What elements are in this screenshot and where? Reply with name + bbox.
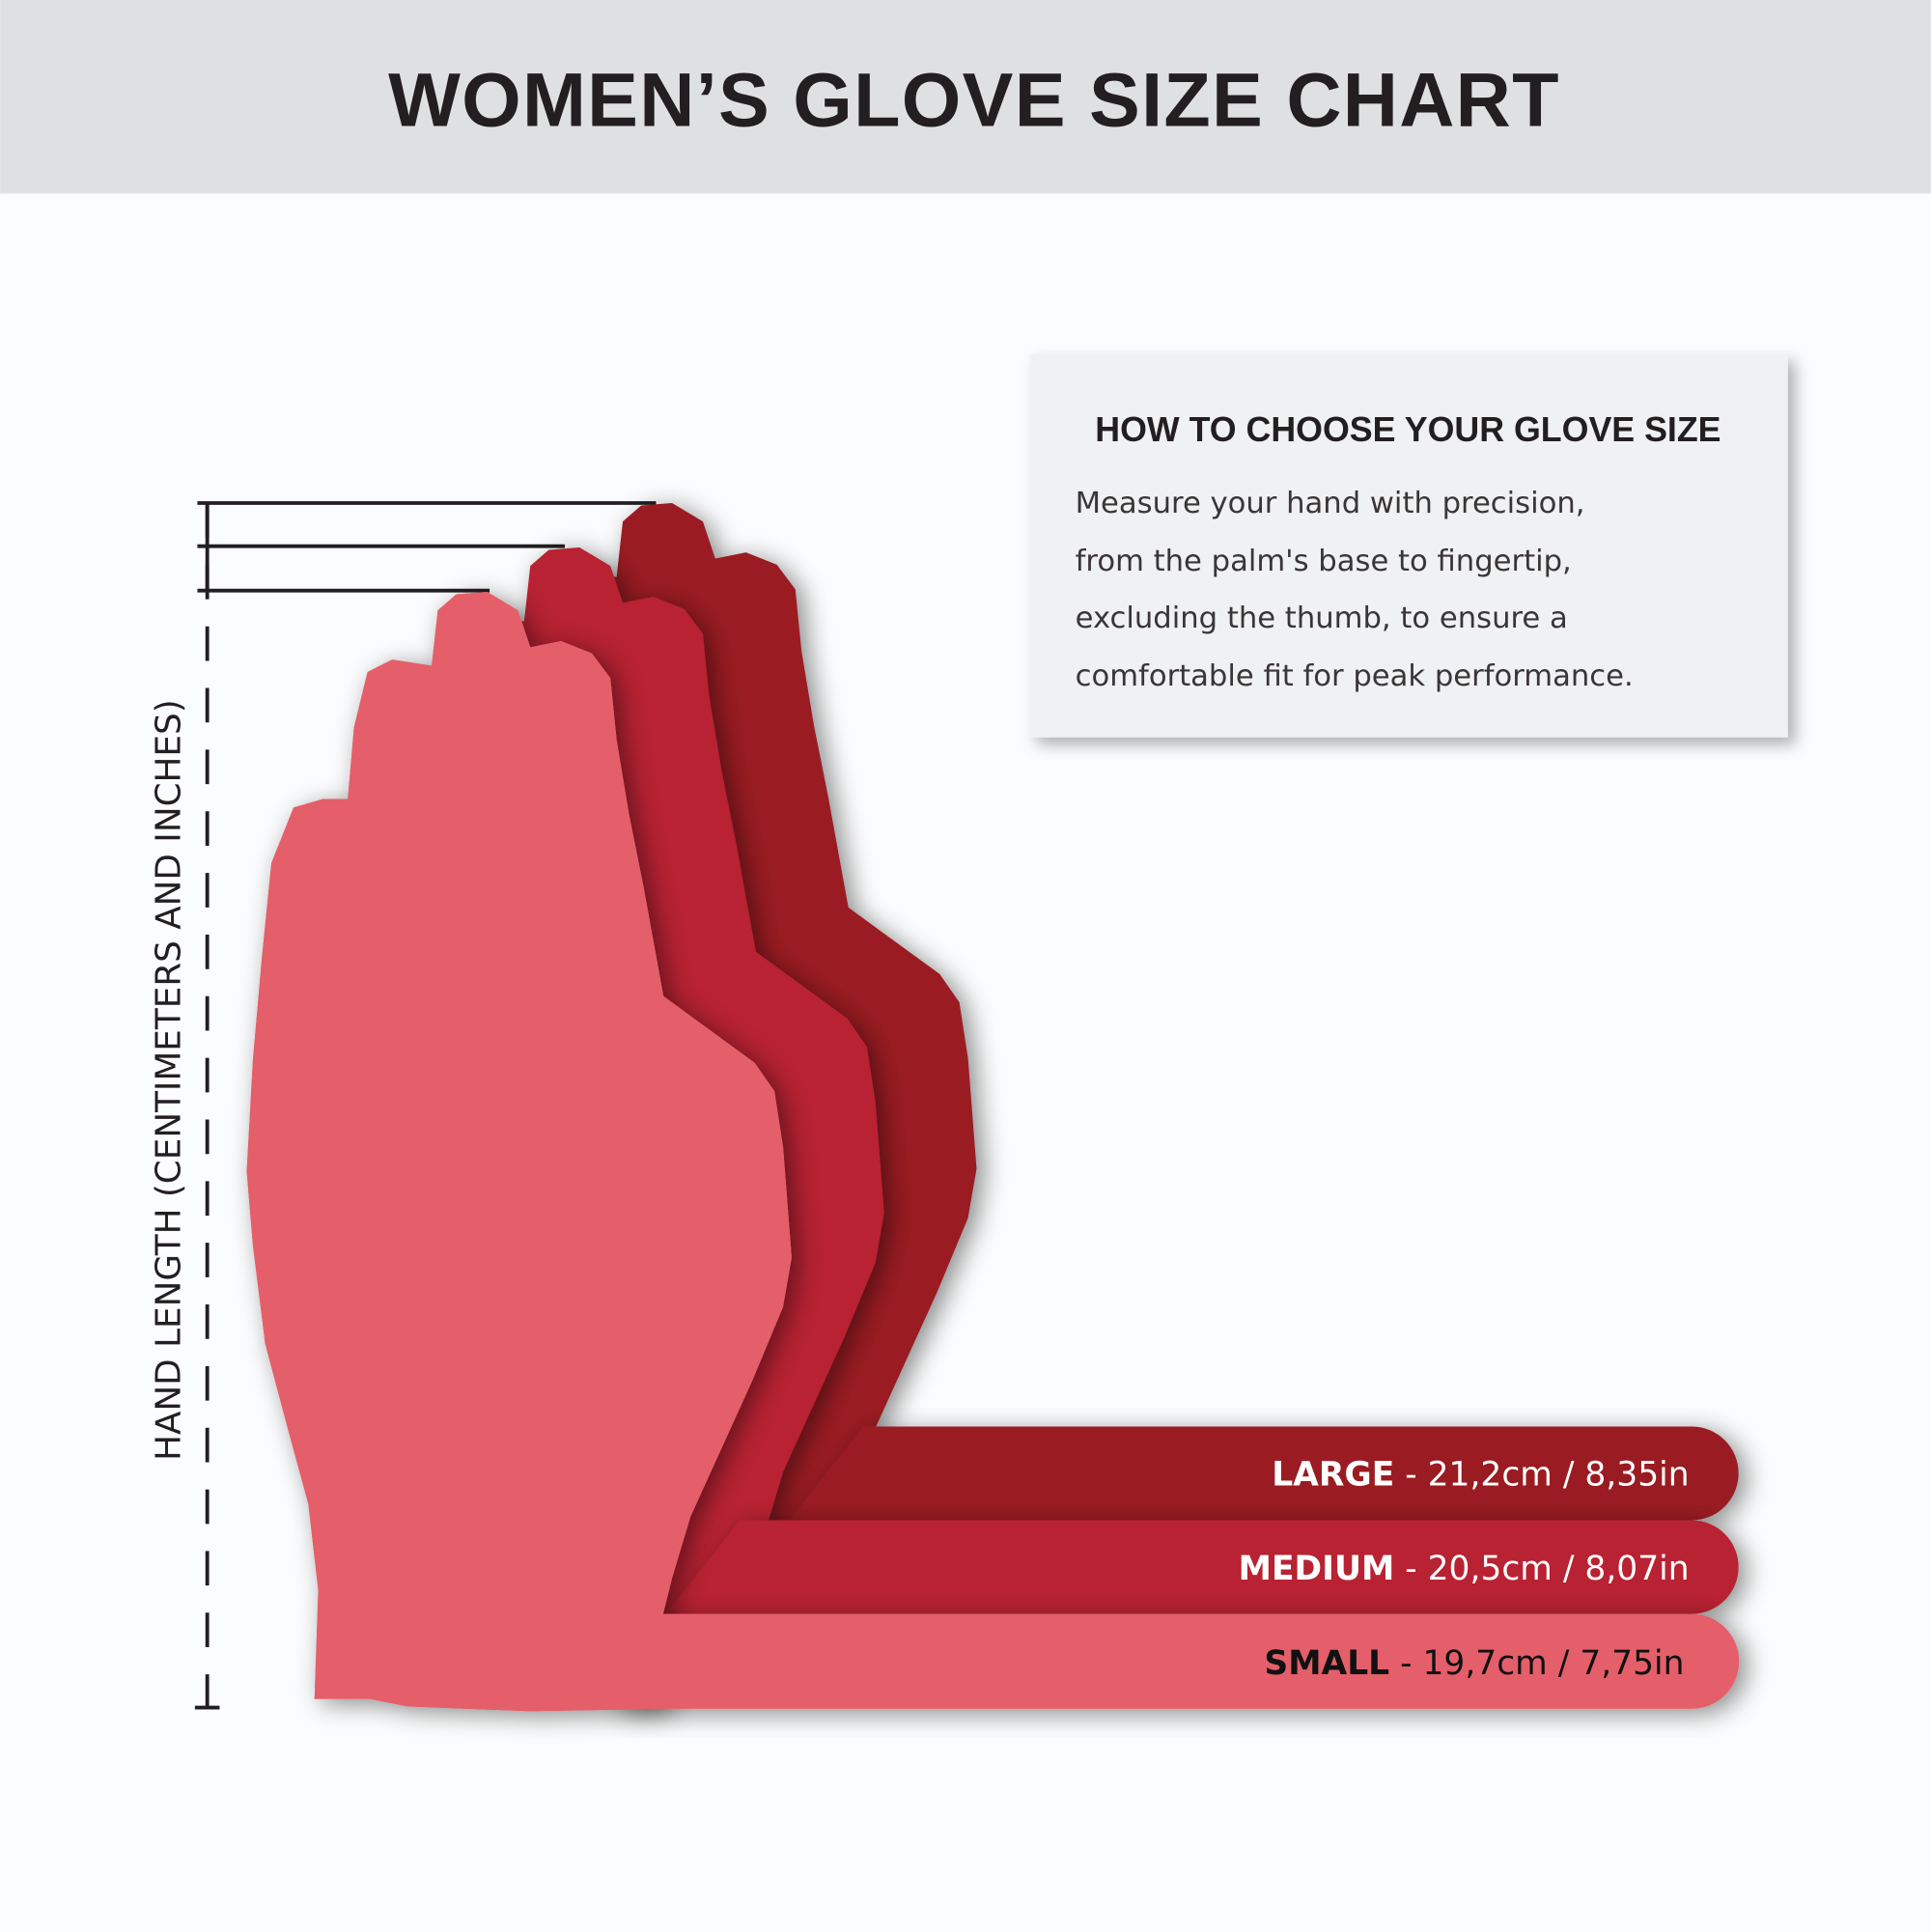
- small-size-bar: [616, 1613, 1740, 1709]
- size-name: SMALL: [1264, 1644, 1389, 1683]
- medium-size-label: MEDIUM - 20,5cm / 8,07in: [1239, 1550, 1690, 1588]
- size-measurement: - 20,5cm / 8,07in: [1394, 1550, 1689, 1588]
- info-line: Measure your hand with precision,: [1076, 487, 1585, 520]
- info-line: comfortable fit for peak performance.: [1076, 659, 1634, 693]
- size-name: LARGE: [1272, 1456, 1394, 1495]
- large-size-label: LARGE - 21,2cm / 8,35in: [1272, 1456, 1689, 1495]
- page-title: WOMEN’S GLOVE SIZE CHART: [388, 56, 1560, 142]
- info-line: from the palm's base to fingertip,: [1076, 545, 1572, 578]
- large-size-bar: [789, 1426, 1739, 1521]
- size-measurement: - 19,7cm / 7,75in: [1389, 1644, 1684, 1683]
- size-measurement: - 21,2cm / 8,35in: [1394, 1456, 1689, 1495]
- info-heading: HOW TO CHOOSE YOUR GLOVE SIZE: [1095, 410, 1721, 449]
- size-name: MEDIUM: [1239, 1550, 1395, 1588]
- medium-size-bar: [665, 1520, 1739, 1614]
- small-size-label: SMALL - 19,7cm / 7,75in: [1264, 1644, 1684, 1683]
- axis-label: HAND LENGTH (CENTIMETERS AND INCHES): [150, 699, 189, 1461]
- info-line: excluding the thumb, to ensure a: [1076, 602, 1568, 635]
- info-box-background: [1029, 353, 1788, 738]
- info-box: HOW TO CHOOSE YOUR GLOVE SIZE Measure yo…: [1029, 353, 1788, 738]
- measurement-ruler: [194, 501, 657, 1710]
- header-band: [0, 0, 1931, 194]
